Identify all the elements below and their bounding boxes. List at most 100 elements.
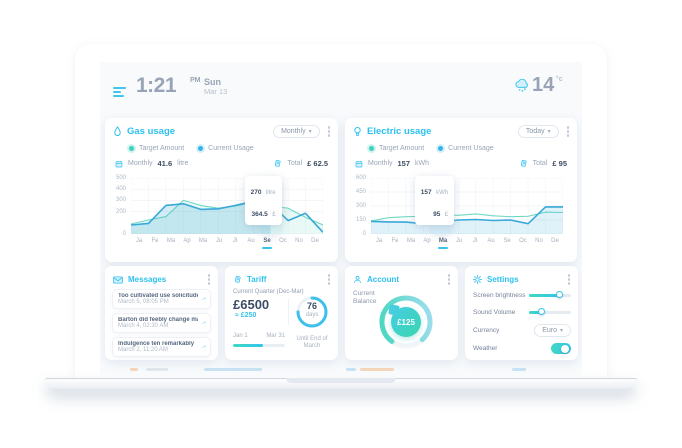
x-month-label[interactable]: Fe (391, 238, 399, 244)
currency-dropdown[interactable]: Euro ▾ (534, 324, 571, 337)
electric-period-dropdown[interactable]: Today ▾ (517, 125, 559, 138)
x-month-label[interactable]: Ma (435, 238, 451, 244)
receipt-icon (273, 159, 282, 168)
legend-target[interactable]: Target Amount (129, 145, 184, 152)
usage-value: 41.6 (157, 159, 173, 168)
total-label: Total (287, 160, 303, 167)
partial-row-mark (346, 368, 356, 371)
chevron-down-icon: ▾ (308, 129, 312, 135)
quarter-progress-bar (233, 344, 285, 347)
until-label: Until End of March (296, 336, 328, 349)
temperature-value: 14 (532, 74, 555, 96)
electric-plot[interactable] (371, 178, 563, 234)
open-message-icon[interactable]: → (198, 293, 209, 304)
message-item[interactable]: Too cultivated use solicitude March 5, 08… (112, 289, 211, 309)
balance-gauge (376, 292, 436, 352)
x-month-label[interactable]: Ju (455, 238, 463, 244)
envelope-icon (113, 275, 123, 284)
tariff-delta: ≈ £250 (235, 312, 257, 319)
messages-card: Messages Too cultivated use solicitude Ma… (105, 266, 218, 360)
account-menu-icon[interactable] (445, 272, 453, 286)
x-month-label[interactable]: Ap (423, 238, 431, 244)
chevron-down-icon: ▾ (547, 129, 551, 135)
balance-label: Current Balance (353, 290, 377, 306)
x-month-label[interactable]: Oc (279, 238, 287, 244)
x-month-label[interactable]: Ja (375, 238, 383, 244)
x-month-label[interactable]: Ma (166, 238, 176, 244)
clock-day: Sun (204, 77, 221, 87)
legend-target[interactable]: Target Amount (369, 145, 424, 152)
gas-chart: 500 400 300 200 0 270 litre 364.5 £ Ja Fe Ma Ap… (113, 175, 329, 256)
gas-drop-icon (113, 126, 122, 137)
settings-menu-icon[interactable] (565, 272, 573, 286)
x-month-label[interactable]: Ma (198, 238, 208, 244)
gear-icon (473, 275, 482, 284)
x-month-label[interactable]: Oc (519, 238, 527, 244)
card-title: Settings (487, 275, 519, 284)
x-month-label[interactable]: De (311, 238, 319, 244)
weather-toggle[interactable] (551, 343, 571, 354)
partial-row-mark (360, 368, 394, 371)
x-month-label[interactable]: Ja (135, 238, 143, 244)
message-item[interactable]: Barton did feebly change man March 4, 02:… (112, 313, 211, 333)
clock-time: 1:21 (136, 74, 177, 97)
x-month-label[interactable]: Se (503, 238, 511, 244)
chevron-down-icon: ▾ (559, 328, 563, 334)
range-start: Jan 1 (233, 333, 248, 339)
bulb-icon (353, 126, 362, 137)
partial-row-mark (512, 368, 526, 371)
divider (288, 299, 289, 325)
chart-tooltip: 270 litre 364.5 £ (244, 176, 282, 226)
legend-current[interactable]: Current Usage (198, 145, 254, 152)
x-month-label[interactable]: Se (259, 238, 275, 244)
x-month-label[interactable]: De (551, 238, 559, 244)
x-month-label[interactable]: Jl (232, 238, 238, 244)
tariff-amount: £6500 (233, 297, 270, 312)
x-month-label[interactable]: Au (487, 238, 495, 244)
card-title: Account (367, 275, 399, 284)
y-tick-label: 450 (355, 189, 366, 195)
messages-menu-icon[interactable] (205, 272, 213, 286)
message-item[interactable]: Indulgence ten remarkably March 2, 11:20 … (112, 337, 211, 357)
rain-cloud-icon (514, 79, 531, 93)
gas-menu-icon[interactable] (325, 124, 333, 138)
days-ring (294, 294, 330, 330)
laptop-trackpad-notch (286, 378, 396, 383)
y-tick-label: 600 (355, 175, 366, 181)
x-month-label[interactable]: Fe (151, 238, 159, 244)
menu-icon[interactable] (113, 87, 126, 97)
y-tick-label: 200 (115, 208, 126, 215)
x-month-label[interactable]: No (535, 238, 543, 244)
volume-label: Sound Volume (473, 308, 516, 316)
balance-badge: £125 (391, 307, 421, 337)
calendar-icon (115, 160, 123, 168)
x-month-label[interactable]: Jl (472, 238, 478, 244)
current-dot-icon (438, 146, 444, 151)
brightness-slider[interactable] (529, 291, 571, 299)
period-stat-label: Monthly (128, 160, 153, 167)
x-month-label[interactable]: Ma (406, 238, 416, 244)
x-month-label[interactable]: Ju (215, 238, 223, 244)
gas-period-dropdown[interactable]: Monthly ▾ (273, 125, 320, 138)
volume-slider[interactable] (529, 308, 571, 316)
temperature-unit: °c (556, 76, 563, 83)
tariff-card: Tariff Current Quarter (Dec-Mar) £6500 ≈… (225, 266, 338, 360)
card-title: Tariff (247, 275, 267, 284)
gas-plot[interactable] (131, 178, 323, 234)
currency-label: Currency (473, 327, 500, 334)
tariff-menu-icon[interactable] (325, 272, 333, 286)
x-month-label[interactable]: No (295, 238, 303, 244)
open-message-icon[interactable]: → (198, 341, 209, 352)
x-axis: Ja Fe Ma Ap Ma Ju Jl Au Se Oc No De (131, 238, 323, 244)
electric-menu-icon[interactable] (564, 124, 572, 138)
account-card: Account Current Balance £125 (345, 266, 458, 360)
y-tick-label: 300 (115, 197, 126, 204)
open-message-icon[interactable]: → (198, 317, 209, 328)
y-tick-label: 150 (355, 217, 366, 223)
partial-row-mark (204, 368, 262, 371)
total-value: £ 95 (552, 159, 567, 168)
tariff-subtitle: Current Quarter (Dec-Mar) (233, 289, 304, 295)
x-month-label[interactable]: Ap (183, 238, 191, 244)
x-month-label[interactable]: Au (247, 238, 255, 244)
legend-current[interactable]: Current Usage (438, 145, 494, 152)
